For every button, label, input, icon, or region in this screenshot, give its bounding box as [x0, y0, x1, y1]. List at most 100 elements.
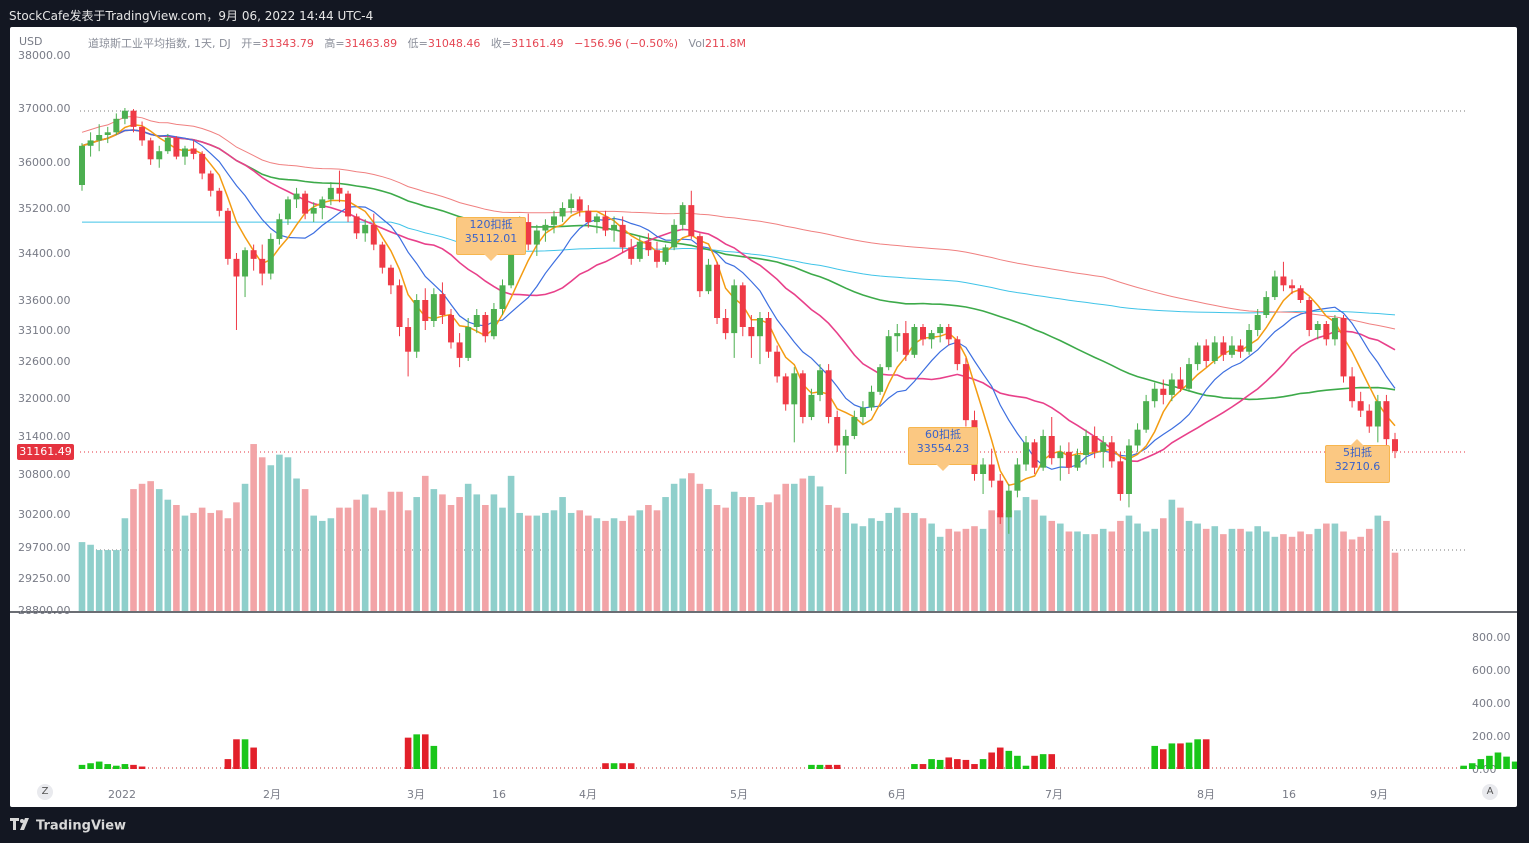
- osc-bar: [627, 763, 635, 769]
- volume-bar: [1228, 528, 1236, 611]
- close-value: 31161.49: [511, 37, 564, 50]
- volume-bar: [439, 494, 446, 611]
- candle-body: [207, 173, 214, 191]
- candle: [859, 401, 866, 424]
- candle-body: [1280, 276, 1287, 286]
- candle-body: [1220, 342, 1227, 355]
- candle: [327, 182, 334, 206]
- candle: [1177, 367, 1184, 392]
- osc-bar: [1494, 752, 1502, 769]
- candle: [1306, 297, 1313, 337]
- volume-bar: [1220, 534, 1227, 611]
- callout-60[interactable]: 60扣抵 33554.23: [908, 427, 978, 471]
- price-tick-label: 38000.00: [18, 49, 71, 62]
- volume-bar: [559, 497, 566, 611]
- candle-body: [224, 210, 231, 259]
- volume-bar: [739, 497, 747, 611]
- time-axis: 2022 2月 3月 16 4月 5月 6月 7月 8月 16 9月: [108, 788, 1388, 801]
- volume-bar: [482, 505, 489, 611]
- price-tick-label: 34400.00: [18, 247, 71, 260]
- candle-body: [387, 267, 394, 286]
- attribution-text: StockCafe发表于TradingView.com，9月 06, 2022 …: [9, 9, 374, 23]
- candle: [1314, 321, 1321, 340]
- volume-bar: [464, 483, 472, 611]
- volume-bar: [808, 475, 815, 611]
- candle-body: [276, 219, 283, 239]
- price-tick-label: 35200.00: [18, 202, 71, 215]
- candle-body: [1340, 318, 1347, 377]
- callout-5[interactable]: 5扣抵 32710.6: [1325, 439, 1390, 483]
- osc-bar: [113, 765, 120, 769]
- osc-bar: [413, 734, 420, 769]
- candle-body: [1117, 461, 1124, 494]
- candle: [1357, 391, 1364, 417]
- candle-body: [370, 224, 377, 245]
- callout-60-value: 33554.23: [916, 442, 970, 455]
- volume-bar: [1108, 531, 1116, 611]
- candle-body: [267, 238, 274, 274]
- candle: [1237, 339, 1244, 358]
- candle-body: [216, 190, 223, 211]
- candle: [756, 312, 763, 365]
- price-tick-label: 29700.00: [18, 541, 71, 554]
- candle-body: [1100, 442, 1107, 452]
- candle: [1263, 291, 1270, 318]
- candle: [688, 190, 695, 239]
- candle-body: [525, 222, 532, 245]
- chart-canvas[interactable]: 38000.00 37000.00 36000.00 35200.00 34400.00…: [10, 27, 1517, 807]
- candle-body: [482, 315, 489, 337]
- candle-body: [1022, 442, 1029, 465]
- candle: [1349, 367, 1356, 408]
- osc-bar: [825, 764, 832, 769]
- candle: [568, 193, 575, 214]
- volume-bar: [147, 481, 154, 611]
- auto-scale-button[interactable]: A: [1482, 784, 1498, 800]
- high-value: 31463.89: [344, 37, 398, 50]
- candle: [748, 315, 755, 358]
- candle: [233, 253, 240, 330]
- candle-body: [894, 333, 901, 337]
- volume-bar: [250, 444, 257, 611]
- candle-body: [593, 216, 600, 223]
- candle: [422, 288, 429, 330]
- price-tick-label: 30800.00: [18, 468, 71, 481]
- candle-body: [859, 407, 866, 417]
- symbol-name[interactable]: 道琼斯工业平均指数, 1天, DJ: [88, 37, 231, 50]
- candle: [387, 264, 394, 295]
- candle-body: [1074, 455, 1081, 468]
- candle: [310, 202, 317, 223]
- candle-body: [302, 193, 309, 214]
- volume-bar: [713, 505, 721, 611]
- callout-120[interactable]: 120扣抵 35112.01: [456, 217, 526, 261]
- footer-brand-label: TradingView: [36, 818, 127, 834]
- candle: [224, 208, 231, 265]
- volume-bar: [1005, 510, 1013, 611]
- time-tick-label: 2月: [263, 788, 281, 801]
- chart-panel[interactable]: 38000.00 37000.00 36000.00 35200.00 34400.00…: [10, 27, 1517, 807]
- ma5-line: [81, 123, 1396, 487]
- volume-bar: [1288, 536, 1296, 611]
- osc-bar: [87, 763, 94, 769]
- candle-body: [1177, 379, 1184, 389]
- volume-bar: [310, 515, 318, 611]
- candle-body: [1323, 324, 1330, 340]
- volume-bar: [241, 483, 249, 611]
- candle-body: [1031, 442, 1038, 468]
- candle: [525, 213, 532, 251]
- candle: [1383, 394, 1390, 446]
- footer-brand[interactable]: TradingView: [10, 818, 126, 834]
- candle: [413, 294, 420, 358]
- volume-bar: [730, 491, 738, 611]
- osc-bar: [421, 734, 429, 769]
- osc-bar: [962, 759, 970, 769]
- volume-bar: [1254, 526, 1261, 611]
- volume-bar: [1031, 499, 1038, 611]
- candle: [1083, 429, 1090, 465]
- candle-body: [662, 247, 669, 262]
- timezone-button[interactable]: Z: [37, 784, 53, 800]
- candle-body: [542, 224, 549, 231]
- volume-bar: [893, 507, 901, 611]
- volume-bar: [1177, 507, 1184, 611]
- candle-body: [319, 199, 326, 208]
- volume-bar: [790, 483, 798, 611]
